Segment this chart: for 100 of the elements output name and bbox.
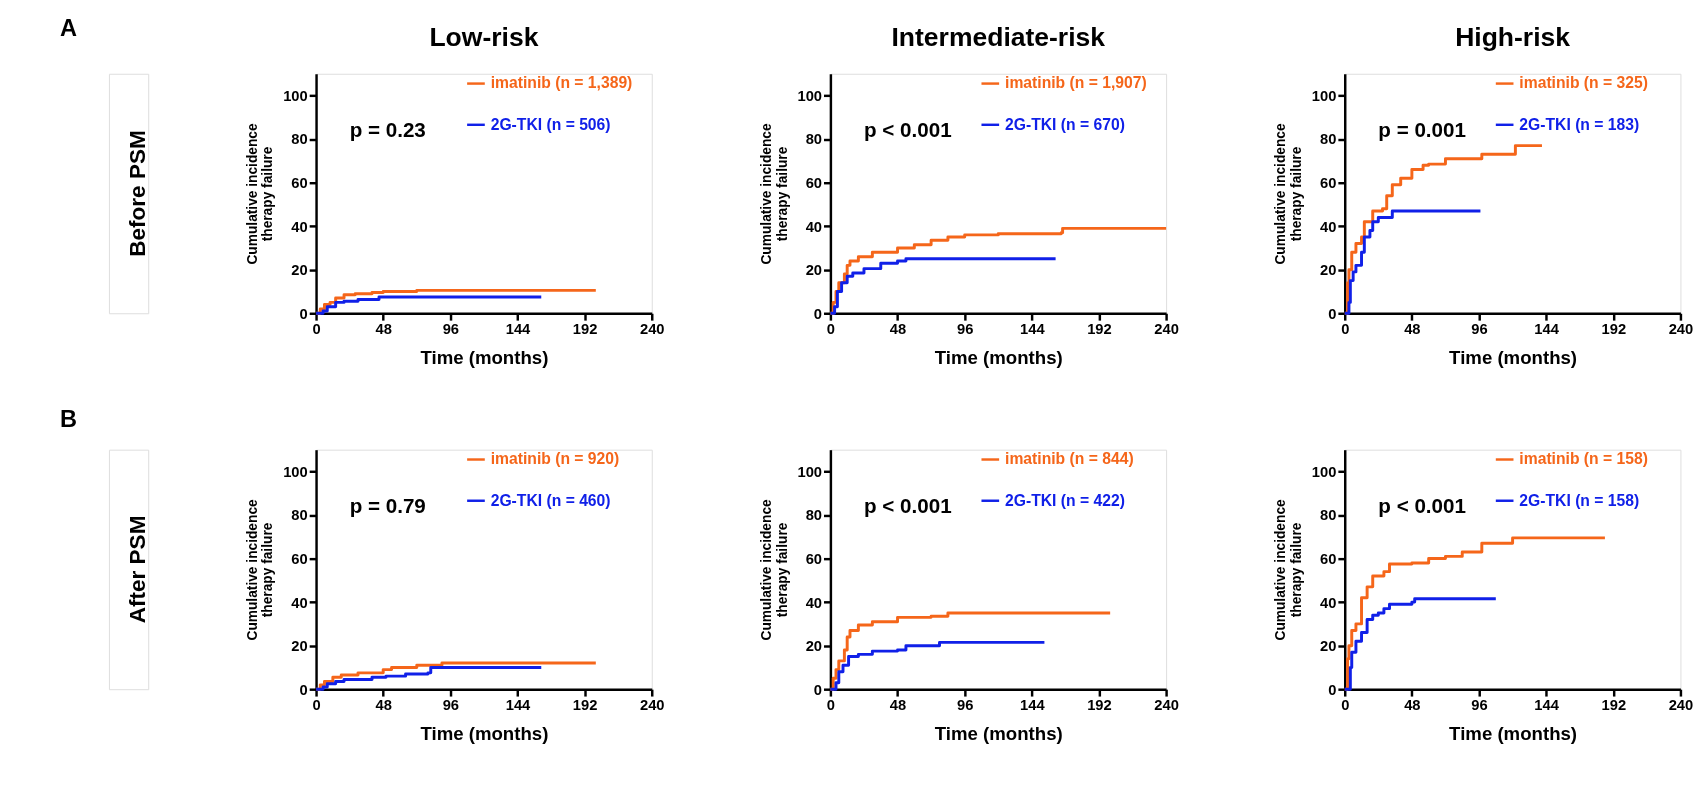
y-tick-label: 60: [291, 175, 308, 192]
x-tick-label: 144: [1020, 321, 1046, 338]
x-axis-title: Time (months): [934, 346, 1063, 368]
x-tick-label: 48: [375, 697, 392, 714]
legend-label: 2G-TKI (n = 670): [1005, 115, 1125, 133]
annotation: p = 0.001: [1378, 118, 1466, 142]
y-tick-label: 60: [805, 550, 823, 567]
y-tick-label: 60: [291, 550, 308, 567]
x-tick-label: 96: [1471, 697, 1488, 714]
legend-label: 2G-TKI (n = 506): [490, 115, 611, 133]
x-tick-label: 48: [375, 321, 392, 338]
x-axis-title: Time (months): [934, 722, 1063, 744]
text: Before PSM: [125, 130, 151, 257]
legend-label: imatinib (n = 325): [1519, 74, 1648, 92]
y-tick-label: 100: [283, 463, 308, 480]
x-tick-label: 192: [1087, 697, 1112, 714]
x-tick-label: 144: [1534, 697, 1560, 714]
x-axis-title: Time (months): [420, 722, 549, 744]
annotation: p < 0.001: [863, 118, 952, 142]
x-tick-label: 96: [956, 697, 974, 714]
x-tick-label: 144: [1020, 697, 1046, 714]
y-tick-label: 100: [283, 87, 308, 104]
y-tick-label: 0: [1328, 681, 1337, 698]
x-tick-label: 240: [1154, 321, 1179, 338]
y-axis-title: Cumulative incidence therapy failure: [758, 123, 790, 265]
x-tick-label: 240: [639, 321, 665, 338]
y-tick-label: 80: [1320, 507, 1337, 524]
x-tick-label: 96: [442, 321, 460, 338]
x-tick-label: 192: [1087, 321, 1112, 338]
legend-label: imatinib (n = 1,389): [490, 74, 633, 92]
y-tick-label: 80: [805, 507, 823, 524]
x-tick-label: 192: [572, 697, 598, 714]
y-tick-label: 40: [291, 594, 308, 611]
x-tick-label: 144: [505, 697, 532, 714]
y-axis-title: Cumulative incidence therapy failure: [758, 498, 790, 641]
annotation: p = 0.23: [349, 118, 426, 142]
x-tick-label: 96: [956, 321, 974, 338]
y-tick-label: 100: [797, 87, 823, 104]
legend-label: imatinib (n = 158): [1519, 450, 1648, 468]
y-tick-label: 20: [291, 262, 308, 279]
text: B: [59, 406, 77, 433]
y-tick-label: 100: [1311, 463, 1337, 480]
x-tick-label: 192: [1601, 697, 1627, 714]
y-tick-label: 100: [1311, 87, 1337, 104]
text: After PSM: [125, 515, 151, 624]
x-tick-label: 0: [312, 321, 321, 338]
x-tick-label: 96: [442, 697, 460, 714]
annotation: p < 0.001: [1378, 494, 1466, 518]
legend-label: imatinib (n = 1,907): [1005, 74, 1147, 92]
y-tick-label: 20: [1320, 262, 1337, 279]
x-tick-label: 144: [505, 321, 532, 338]
x-tick-label: 0: [1341, 697, 1350, 714]
x-axis-title: Time (months): [1449, 722, 1578, 744]
y-tick-label: 0: [299, 305, 308, 322]
legend-label: 2G-TKI (n = 460): [490, 491, 611, 509]
y-axis-title: Cumulative incidence therapy failure: [244, 123, 276, 265]
x-tick-label: 48: [889, 321, 907, 338]
x-tick-label: 96: [1471, 321, 1488, 338]
y-tick-label: 100: [797, 463, 823, 480]
y-tick-label: 40: [291, 218, 308, 235]
legend-label: imatinib (n = 844): [1005, 450, 1134, 468]
x-tick-label: 240: [639, 697, 665, 714]
y-tick-label: 40: [805, 218, 823, 235]
legend-label: imatinib (n = 920): [490, 450, 620, 468]
y-axis-title: Cumulative incidence therapy failure: [1273, 498, 1305, 641]
x-tick-label: 0: [1341, 321, 1350, 338]
y-tick-label: 20: [805, 638, 823, 655]
y-tick-label: 60: [1320, 550, 1337, 567]
y-tick-label: 80: [291, 131, 308, 148]
y-tick-label: 40: [1320, 218, 1337, 235]
x-tick-label: 0: [826, 697, 835, 714]
y-tick-label: 0: [299, 681, 308, 698]
annotation: p = 0.79: [349, 494, 426, 518]
annotation: p < 0.001: [863, 494, 952, 518]
x-tick-label: 240: [1668, 697, 1694, 714]
chart-title: Low-risk: [429, 22, 539, 53]
legend-label: 2G-TKI (n = 158): [1519, 491, 1640, 509]
y-tick-label: 0: [813, 681, 823, 698]
legend-label: 2G-TKI (n = 422): [1005, 491, 1125, 509]
x-tick-label: 0: [826, 321, 835, 338]
x-tick-label: 48: [1404, 321, 1421, 338]
y-tick-label: 60: [805, 175, 823, 192]
y-tick-label: 80: [1320, 131, 1337, 148]
x-tick-label: 0: [312, 697, 321, 714]
legend-label: 2G-TKI (n = 183): [1519, 115, 1640, 133]
y-axis-title: Cumulative incidence therapy failure: [1273, 123, 1305, 265]
chart-title: High-risk: [1455, 22, 1571, 53]
y-tick-label: 60: [1320, 175, 1337, 192]
y-tick-label: 0: [813, 305, 823, 322]
y-tick-label: 80: [805, 131, 823, 148]
y-tick-label: 20: [805, 262, 823, 279]
x-tick-label: 144: [1534, 321, 1560, 338]
x-tick-label: 240: [1668, 321, 1694, 338]
y-tick-label: 20: [1320, 638, 1337, 655]
x-tick-label: 48: [889, 697, 907, 714]
y-tick-label: 40: [805, 594, 823, 611]
x-tick-label: 192: [1601, 321, 1627, 338]
x-tick-label: 48: [1404, 697, 1421, 714]
y-tick-label: 80: [291, 507, 308, 524]
x-tick-label: 192: [572, 321, 598, 338]
